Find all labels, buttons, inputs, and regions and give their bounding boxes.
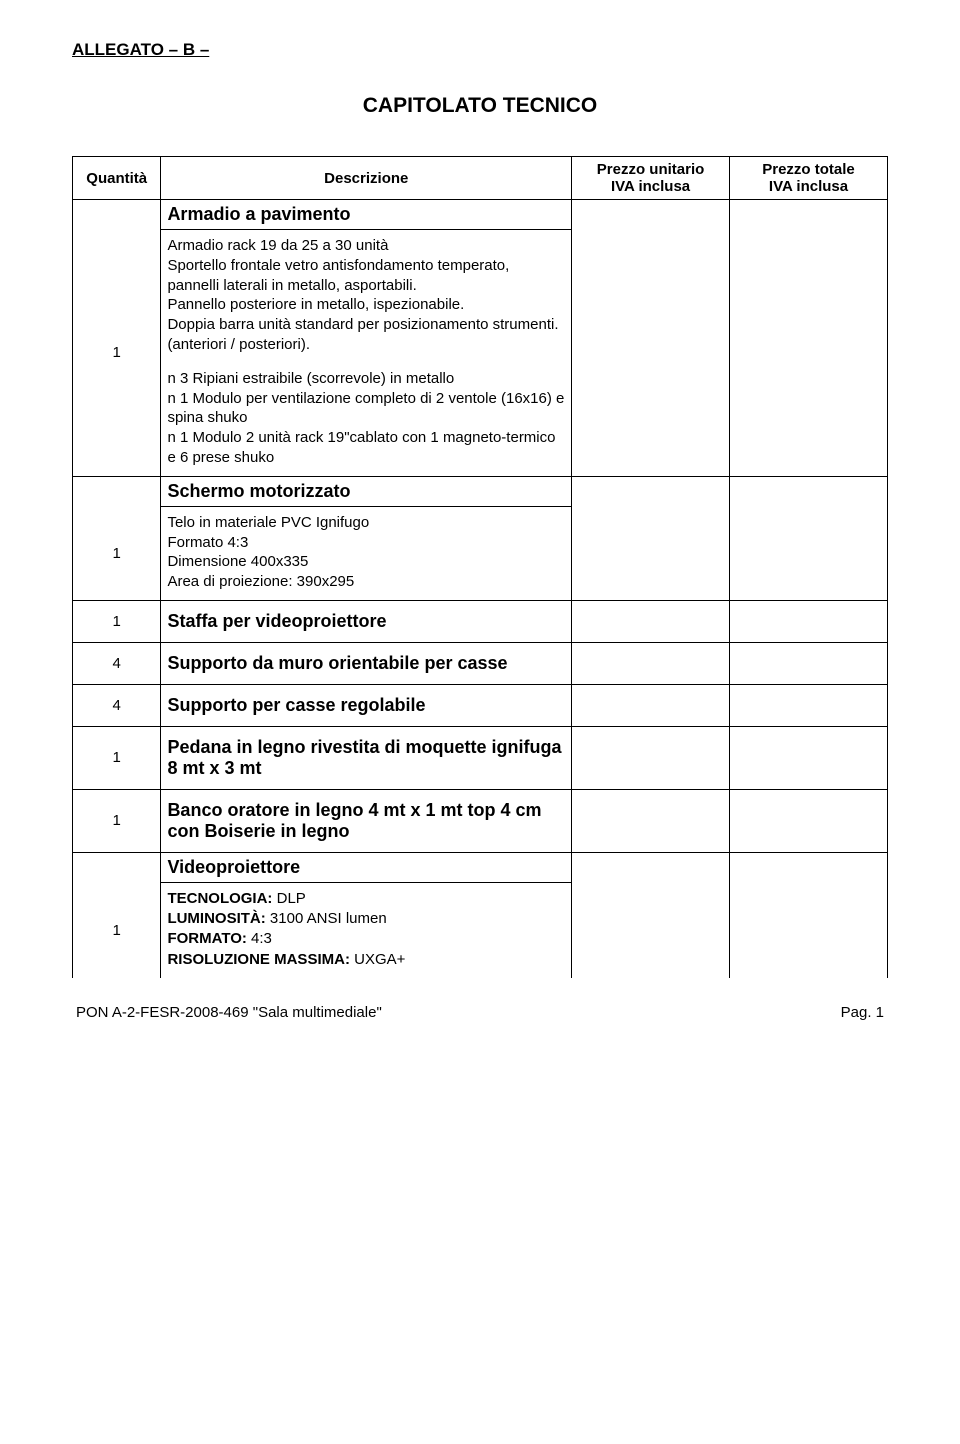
cell-qty: [73, 200, 161, 230]
desc-line: Pannello posteriore in metallo, ispezion…: [167, 296, 464, 313]
desc-line: Sportello frontale vetro antisfondamento…: [167, 257, 509, 294]
table-row: 1 Pedana in legno rivestita di moquette …: [73, 726, 888, 789]
cell-qty: 1: [73, 882, 161, 978]
cell-total-price: [730, 726, 888, 789]
cell-unit-price: [572, 726, 730, 789]
desc-line: n 3 Ripiani estraibile (scorrevole) in m…: [167, 370, 454, 387]
table-row: Armadio a pavimento: [73, 200, 888, 230]
spec-value: DLP: [272, 890, 305, 907]
col-header-total-price: Prezzo totale IVA inclusa: [730, 157, 888, 200]
cell-unit-price: [572, 642, 730, 684]
desc-line: Formato 4:3: [167, 534, 248, 551]
cell-desc-heading: Pedana in legno rivestita di moquette ig…: [161, 726, 572, 789]
table-header-row: Quantità Descrizione Prezzo unitario IVA…: [73, 157, 888, 200]
cell-desc-heading: Staffa per videoproiettore: [161, 600, 572, 642]
footer-left: PON A-2-FESR-2008-469 "Sala multimediale…: [76, 1004, 382, 1021]
table-row: 1 Staffa per videoproiettore: [73, 600, 888, 642]
cell-qty: 4: [73, 642, 161, 684]
cell-unit-price: [572, 789, 730, 852]
cell-desc-heading: Supporto per casse regolabile: [161, 684, 572, 726]
total-price-l1: Prezzo totale: [762, 161, 855, 178]
cell-unit-price: [572, 852, 730, 882]
cell-total-price: [730, 642, 888, 684]
cell-desc-body: Telo in materiale PVC Ignifugo Formato 4…: [161, 506, 572, 600]
col-header-unit-price: Prezzo unitario IVA inclusa: [572, 157, 730, 200]
table-row: 1 Armadio rack 19 da 25 a 30 unità Sport…: [73, 230, 888, 477]
spec-value: 4:3: [247, 930, 272, 947]
allegato-header: ALLEGATO – B –: [72, 40, 888, 60]
cell-qty: [73, 852, 161, 882]
table-row: 4 Supporto da muro orientabile per casse: [73, 642, 888, 684]
desc-line: n 1 Modulo per ventilazione completo di …: [167, 390, 564, 427]
table-row: 4 Supporto per casse regolabile: [73, 684, 888, 726]
spec-table: Quantità Descrizione Prezzo unitario IVA…: [72, 156, 888, 978]
cell-qty: 1: [73, 230, 161, 477]
cell-unit-price: [572, 882, 730, 978]
cell-unit-price: [572, 684, 730, 726]
cell-unit-price: [572, 230, 730, 477]
spec-label: FORMATO:: [167, 930, 246, 947]
desc-line: Dimensione 400x335: [167, 553, 308, 570]
cell-unit-price: [572, 200, 730, 230]
cell-total-price: [730, 476, 888, 506]
spec-label: RISOLUZIONE MASSIMA:: [167, 951, 350, 968]
cell-total-price: [730, 684, 888, 726]
cell-desc-heading: Schermo motorizzato: [161, 476, 572, 506]
table-row: 1 TECNOLOGIA: DLP LUMINOSITÀ: 3100 ANSI …: [73, 882, 888, 978]
spec-value: 3100 ANSI lumen: [266, 910, 387, 927]
footer-right: Pag. 1: [841, 1004, 884, 1021]
cell-total-price: [730, 882, 888, 978]
total-price-l2: IVA inclusa: [769, 178, 848, 195]
cell-total-price: [730, 200, 888, 230]
cell-qty: [73, 476, 161, 506]
cell-desc-heading: Videoproiettore: [161, 852, 572, 882]
cell-desc-heading: Banco oratore in legno 4 mt x 1 mt top 4…: [161, 789, 572, 852]
cell-total-price: [730, 600, 888, 642]
cell-total-price: [730, 506, 888, 600]
cell-desc-heading: Armadio a pavimento: [161, 200, 572, 230]
cell-qty: 1: [73, 726, 161, 789]
desc-line: Doppia barra unità standard per posizion…: [167, 316, 558, 353]
cell-qty: 1: [73, 789, 161, 852]
desc-line: Area di proiezione: 390x295: [167, 573, 354, 590]
cell-unit-price: [572, 506, 730, 600]
cell-total-price: [730, 852, 888, 882]
page-footer: PON A-2-FESR-2008-469 "Sala multimediale…: [72, 1004, 888, 1021]
spec-label: LUMINOSITÀ:: [167, 910, 265, 927]
page-title: CAPITOLATO TECNICO: [72, 94, 888, 118]
table-row: Videoproiettore: [73, 852, 888, 882]
cell-total-price: [730, 789, 888, 852]
cell-desc-body: Armadio rack 19 da 25 a 30 unità Sportel…: [161, 230, 572, 477]
unit-price-l2: IVA inclusa: [611, 178, 690, 195]
cell-unit-price: [572, 476, 730, 506]
col-header-desc: Descrizione: [161, 157, 572, 200]
cell-unit-price: [572, 600, 730, 642]
desc-line: n 1 Modulo 2 unità rack 19"cablato con 1…: [167, 429, 555, 466]
cell-qty: 1: [73, 506, 161, 600]
table-row: 1 Telo in materiale PVC Ignifugo Formato…: [73, 506, 888, 600]
cell-desc-heading: Supporto da muro orientabile per casse: [161, 642, 572, 684]
cell-desc-body: TECNOLOGIA: DLP LUMINOSITÀ: 3100 ANSI lu…: [161, 882, 572, 978]
cell-total-price: [730, 230, 888, 477]
table-row: 1 Banco oratore in legno 4 mt x 1 mt top…: [73, 789, 888, 852]
cell-qty: 4: [73, 684, 161, 726]
unit-price-l1: Prezzo unitario: [597, 161, 705, 178]
desc-line: Armadio rack 19 da 25 a 30 unità: [167, 237, 388, 254]
table-row: Schermo motorizzato: [73, 476, 888, 506]
cell-qty: 1: [73, 600, 161, 642]
spec-label: TECNOLOGIA:: [167, 890, 272, 907]
desc-line: Telo in materiale PVC Ignifugo: [167, 514, 369, 531]
spec-value: UXGA+: [350, 951, 405, 968]
col-header-qty: Quantità: [73, 157, 161, 200]
